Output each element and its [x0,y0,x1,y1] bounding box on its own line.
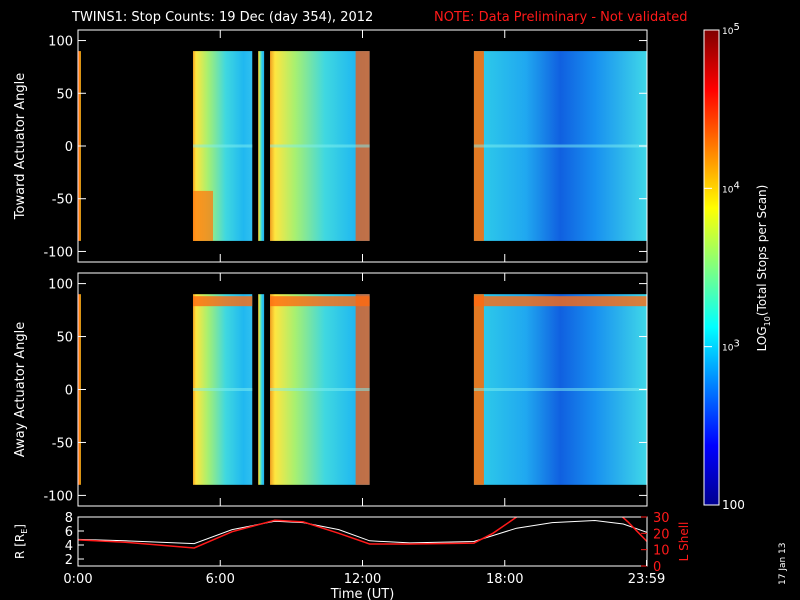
y-tick-label-left: 6 [65,525,73,540]
y-tick-label-left: 2 [65,553,73,568]
y-tick-label-right: 0 [653,560,661,575]
y-tick-label-right: 30 [653,511,670,526]
heatmap-streak [270,144,370,148]
colorbar-label: LOG10(Total Stops per Scan) [755,185,772,352]
heatmap-streak [473,144,647,148]
y-tick-label: 50 [56,331,73,346]
x-tick-label: 6:00 [206,572,235,587]
y-axis-label-left: R [RE] [13,524,29,559]
heatmap-streak [270,388,370,391]
figure-title: TWINS1: Stop Counts: 19 Dec (day 354), 2… [71,10,373,25]
heatmap-top-band [270,296,370,307]
heatmap-block [258,294,265,485]
x-axis-label: Time (UT) [330,587,395,600]
heatmap-lower-band [192,190,213,241]
y-axis-label-right: L Shell [677,522,691,562]
y-axis-label: Away Actuator Angle [13,322,28,457]
y-axis-label: Toward Actuator Angle [13,73,28,220]
y-tick-label-left: 8 [65,511,73,526]
heatmap-streak [192,388,253,391]
y-tick-label-left: 4 [65,539,73,554]
y-tick-label: -100 [43,245,73,260]
y-tick-label: 50 [56,87,73,102]
toward-heatmap-panel: 100 50 0 -50 -100 Toward Actuator Angle [13,29,648,263]
colorbar: 105 104 103 100 LOG10(Total Stops per Scan) [703,22,772,512]
colorbar-tick-label: 104 [722,180,740,195]
x-tick-label: 0:00 [63,572,92,587]
r-series-line [78,519,647,545]
y-tick-label: -50 [52,436,73,451]
y-tick-label: 100 [48,278,73,293]
y-tick-label-right: 10 [653,544,670,559]
away-heatmap-panel: 100 50 0 -50 -100 Away Actuator Angle [13,272,648,507]
x-tick-label: 12:00 [344,572,381,587]
y-tick-label: -100 [43,489,73,504]
heatmap-top-band [473,296,647,307]
y-tick-label-right: 20 [653,527,670,542]
y-tick-label: 0 [65,140,73,155]
colorbar-bottom-label: 100 [722,498,745,512]
heatmap-streak [192,144,253,148]
x-tick-label: 18:00 [486,572,523,587]
colorbar-tick-label: 103 [722,339,740,354]
heatmap-top-band [192,296,253,307]
y-tick-label: -50 [52,193,73,208]
y-tick-label: 0 [65,384,73,399]
lshell-series-line [78,517,647,549]
date-stamp: 17 Jan 13 [778,543,788,586]
preliminary-note: NOTE: Data Preliminary - Not validated [434,10,688,25]
colorbar-tick-label: 105 [722,22,740,37]
y-tick-label: 100 [48,35,73,50]
x-tick-label: 23:59 [628,572,665,587]
heatmap-streak [473,388,647,391]
heatmap-block [258,51,265,241]
colorbar-gradient [704,30,719,505]
